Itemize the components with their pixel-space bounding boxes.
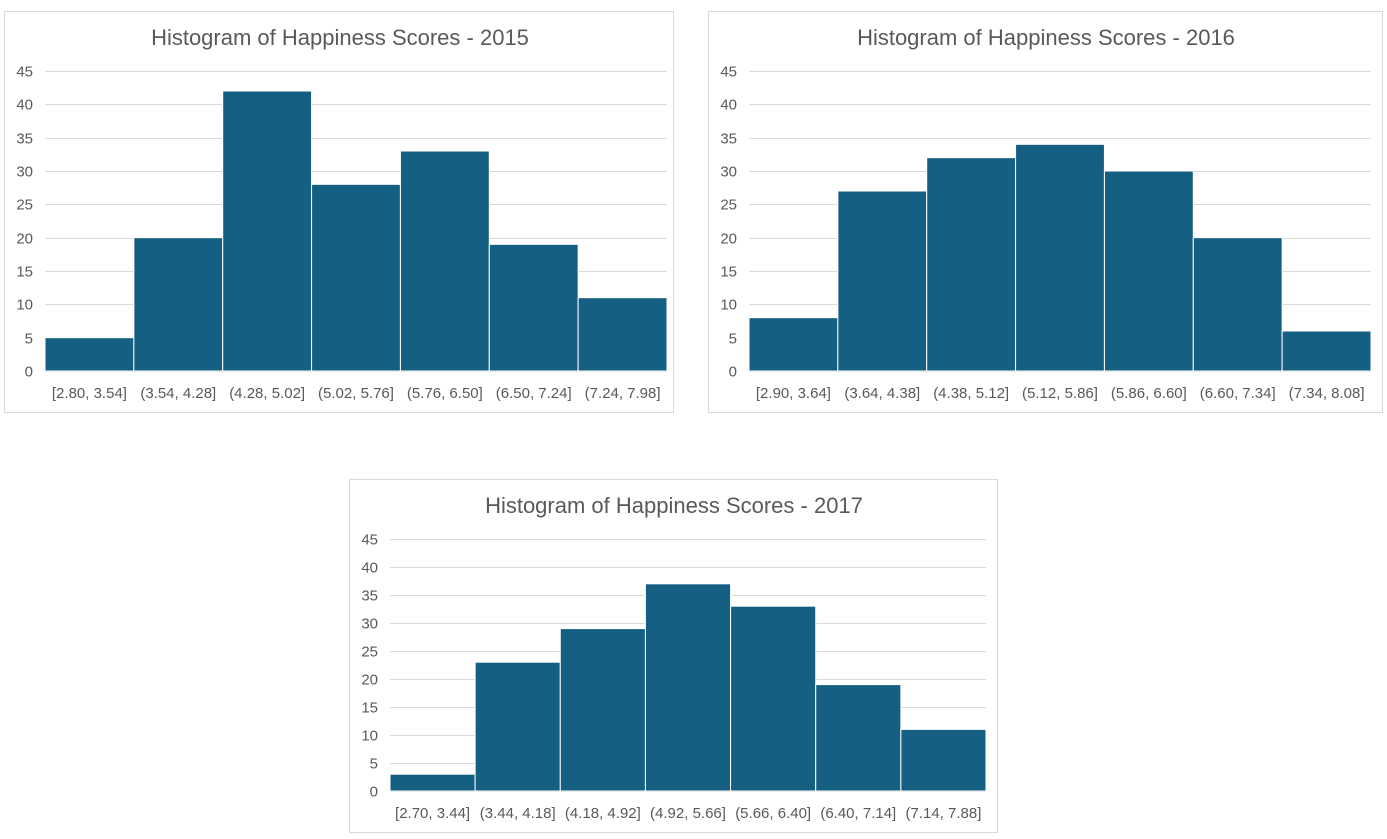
x-tick-label: (3.54, 4.28] [140, 385, 216, 402]
histogram-bar [44, 337, 135, 372]
y-tick-label: 20 [361, 672, 378, 689]
x-tick-label: (5.86, 6.60] [1111, 385, 1187, 402]
histogram-bar [1015, 143, 1105, 372]
histogram-bar [222, 90, 313, 372]
x-tick-label: (4.18, 4.92] [565, 805, 641, 822]
y-tick-label: 25 [720, 197, 737, 214]
y-tick-label: 45 [361, 532, 378, 549]
histogram-bar [1192, 237, 1283, 372]
y-tick-label: 30 [16, 164, 33, 181]
chart-title: Histogram of Happiness Scores - 2016 [857, 25, 1235, 50]
histogram-2016-panel: Histogram of Happiness Scores - 2016 0 5 1… [708, 11, 1383, 413]
histogram-bar [399, 150, 490, 372]
y-tick-label: 10 [720, 297, 737, 314]
y-tick-label: 45 [720, 64, 737, 81]
y-tick-label: 40 [361, 560, 378, 577]
chart-title: Histogram of Happiness Scores - 2015 [151, 25, 529, 50]
x-tick-label: (5.12, 5.86] [1022, 385, 1098, 402]
y-tick-label: 40 [720, 97, 737, 114]
x-tick-label: (6.50, 7.24] [496, 385, 572, 402]
histogram-bar [748, 317, 839, 372]
histogram-2015-chart: Histogram of Happiness Scores - 2015 0 5 1… [16, 25, 668, 402]
y-tick-label: 5 [370, 756, 378, 773]
y-tick-label: 0 [729, 364, 737, 381]
histogram-bar [900, 728, 987, 792]
histogram-bar [644, 583, 732, 792]
x-tick-label: (3.64, 4.38] [844, 385, 920, 402]
histogram-bar [730, 605, 817, 792]
x-tick-label: (3.44, 4.18] [480, 805, 556, 822]
x-tick-label: (6.60, 7.34] [1200, 385, 1276, 402]
y-tick-label: 10 [16, 297, 33, 314]
x-tick-label: (4.28, 5.02] [229, 385, 305, 402]
histogram-bar [311, 183, 401, 372]
x-tick-label: (5.66, 6.40] [735, 805, 811, 822]
y-tick-label: 0 [25, 364, 33, 381]
x-tick-label: (7.24, 7.98] [585, 385, 661, 402]
x-tick-label: (7.34, 8.08] [1289, 385, 1365, 402]
y-tick-label: 40 [16, 97, 33, 114]
histogram-bar [488, 243, 579, 372]
x-tick-label: [2.70, 3.44] [395, 805, 470, 822]
y-tick-label: 35 [16, 131, 33, 148]
histogram-bar [1281, 330, 1372, 372]
chart-title: Histogram of Happiness Scores - 2017 [485, 493, 863, 518]
histogram-bar [133, 237, 224, 372]
histogram-bar [389, 773, 476, 792]
histogram-bar [926, 157, 1017, 372]
y-tick-label: 25 [361, 644, 378, 661]
y-tick-label: 15 [16, 264, 33, 281]
histogram-2015-panel: Histogram of Happiness Scores - 2015 0 5 1… [4, 11, 674, 413]
x-tick-label: (5.02, 5.76] [318, 385, 394, 402]
y-tick-label: 30 [720, 164, 737, 181]
histogram-bar [815, 684, 902, 792]
x-tick-label: (4.38, 5.12] [933, 385, 1009, 402]
y-tick-label: 20 [720, 231, 737, 248]
histogram-bar [1103, 170, 1194, 372]
histogram-2016-chart: Histogram of Happiness Scores - 2016 0 5 1… [720, 25, 1372, 402]
histogram-bar [559, 628, 646, 792]
y-tick-label: 15 [361, 700, 378, 717]
x-tick-label: (4.92, 5.66] [650, 805, 726, 822]
x-tick-label: (7.14, 7.88] [905, 805, 981, 822]
x-tick-label: [2.90, 3.64] [756, 385, 831, 402]
y-tick-label: 0 [370, 784, 378, 801]
y-tick-label: 35 [361, 588, 378, 605]
histogram-2017-panel: Histogram of Happiness Scores - 2017 0 5 1… [349, 479, 998, 833]
y-tick-label: 25 [16, 197, 33, 214]
y-tick-label: 5 [25, 331, 33, 348]
y-tick-label: 10 [361, 728, 378, 745]
y-tick-label: 5 [729, 331, 737, 348]
histogram-bar [474, 661, 561, 792]
y-tick-label: 15 [720, 264, 737, 281]
y-tick-label: 45 [16, 64, 33, 81]
histogram-bar [837, 190, 928, 372]
histogram-2017-chart: Histogram of Happiness Scores - 2017 0 5 1… [361, 493, 987, 822]
y-tick-label: 20 [16, 231, 33, 248]
y-tick-label: 30 [361, 616, 378, 633]
y-tick-label: 35 [720, 131, 737, 148]
x-tick-label: [2.80, 3.54] [52, 385, 127, 402]
x-tick-label: (5.76, 6.50] [407, 385, 483, 402]
histogram-bar [577, 297, 668, 372]
x-tick-label: (6.40, 7.14] [820, 805, 896, 822]
